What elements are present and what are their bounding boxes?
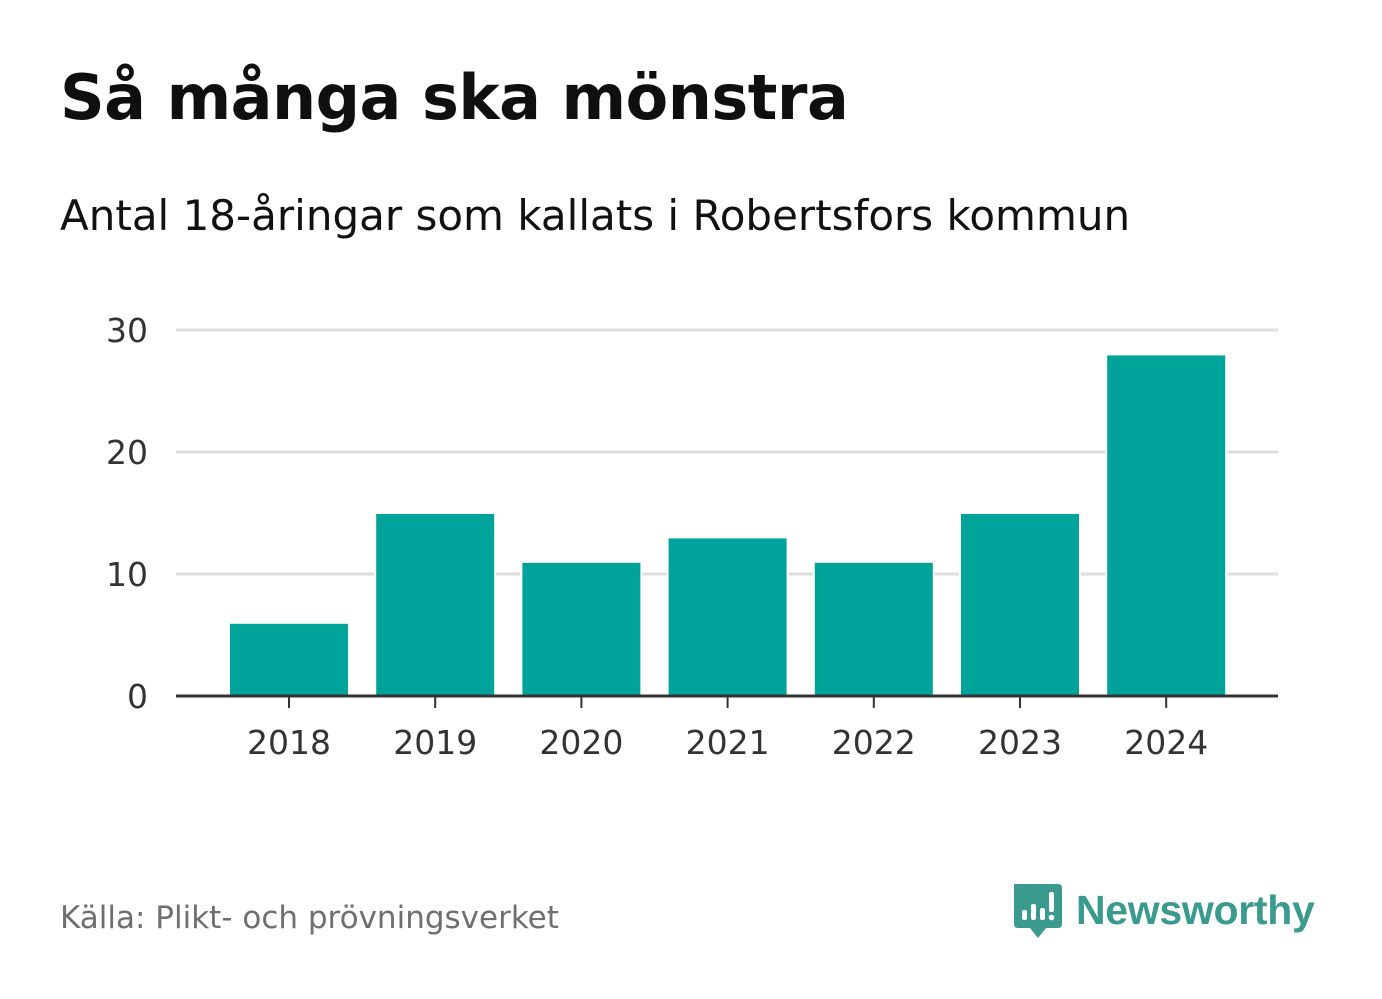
x-tick-label: 2018 (247, 723, 331, 762)
source-note: Källa: Plikt- och prövningsverket (60, 900, 559, 936)
y-tick-label: 20 (106, 433, 148, 472)
newsworthy-logo-icon (1014, 884, 1062, 938)
y-tick-label: 0 (127, 677, 148, 716)
bar-2023 (959, 512, 1081, 697)
x-tick-label: 2023 (978, 723, 1062, 762)
x-tick-label: 2019 (393, 723, 477, 762)
bar-2018 (228, 621, 350, 697)
brand-name: Newsworthy (1076, 886, 1315, 933)
y-tick-label: 30 (106, 311, 148, 350)
x-tick-label: 2022 (832, 723, 916, 762)
bar-2022 (812, 560, 935, 697)
chart-subtitle: Antal 18-åringar som kallats i Robertsfo… (60, 191, 1131, 240)
x-tick-label: 2020 (539, 723, 623, 762)
bar-2019 (374, 512, 497, 697)
x-tick-label: 2021 (686, 723, 770, 762)
bar-2020 (520, 560, 643, 697)
y-tick-label: 10 (106, 555, 148, 594)
x-tick-label: 2024 (1124, 723, 1208, 762)
bar-2024 (1105, 353, 1228, 697)
chart-title: Så många ska mönstra (60, 61, 849, 134)
bar-2021 (666, 536, 789, 698)
brand-lockup: Newsworthy (1010, 880, 1315, 940)
